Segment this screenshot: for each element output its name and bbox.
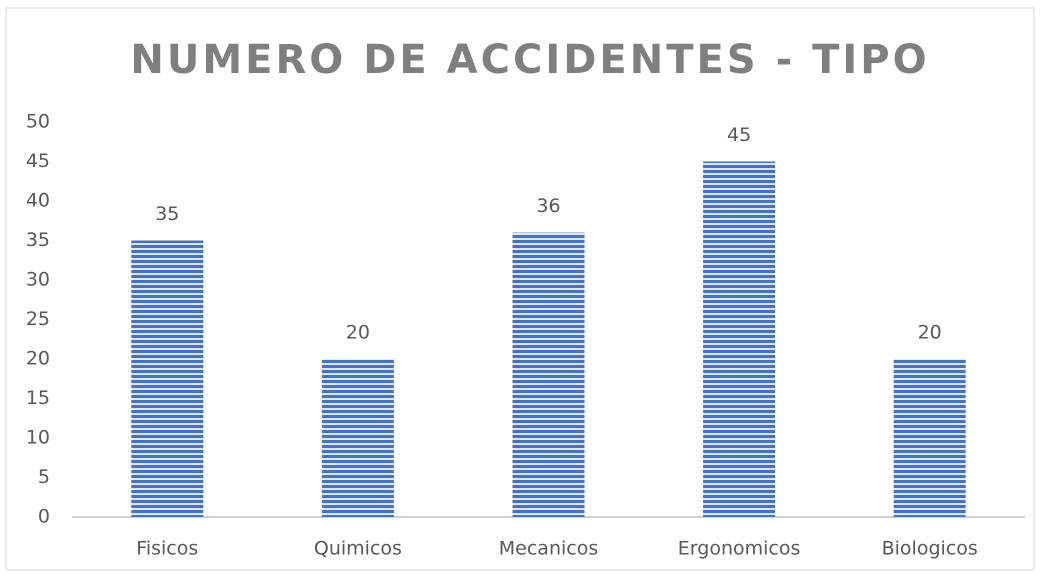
- y-tick-label: 35: [26, 229, 50, 251]
- bar: [512, 232, 585, 517]
- x-tick-label: Ergonomicos: [678, 538, 801, 560]
- bar: [131, 240, 204, 517]
- y-tick-label: 40: [26, 190, 50, 212]
- x-tick-label: Quimicos: [314, 538, 402, 560]
- data-label: 20: [346, 322, 370, 344]
- y-tick-label: 20: [26, 348, 50, 370]
- y-tick-label: 0: [38, 506, 50, 528]
- y-tick-label: 45: [26, 150, 50, 172]
- y-tick-label: 5: [38, 466, 50, 488]
- x-tick-label: Mecanicos: [499, 538, 598, 560]
- data-label: 35: [155, 203, 179, 225]
- data-label: 45: [727, 124, 751, 146]
- bar: [703, 161, 776, 517]
- y-tick-label: 25: [26, 308, 50, 330]
- y-tick-label: 50: [26, 111, 50, 133]
- data-label: 36: [536, 195, 560, 217]
- x-tick-label: Fisicos: [136, 538, 198, 560]
- y-tick-label: 30: [26, 269, 50, 291]
- bar: [893, 359, 966, 517]
- y-tick-label: 10: [26, 427, 50, 449]
- x-tick-label: Biologicos: [882, 538, 978, 560]
- chart-title: NUMERO DE ACCIDENTES - TIPO: [130, 37, 929, 83]
- data-label: 20: [918, 322, 942, 344]
- bar: [321, 359, 394, 517]
- y-tick-label: 15: [26, 387, 50, 409]
